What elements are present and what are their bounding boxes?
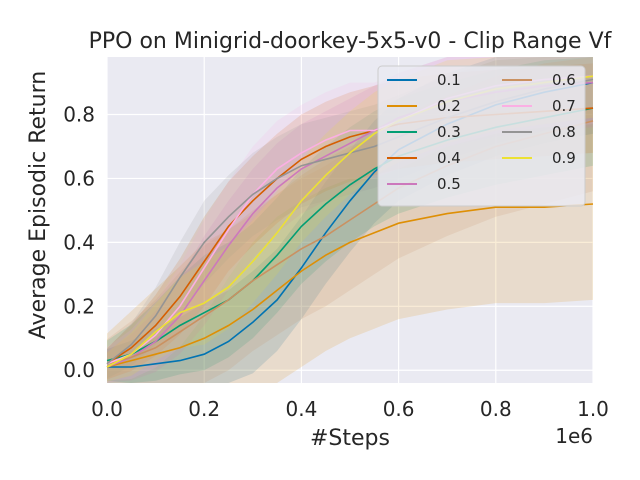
y-axis-label: Average Episodic Return xyxy=(26,71,51,339)
legend-label-0.9: 0.9 xyxy=(552,149,576,167)
legend-label-0.1: 0.1 xyxy=(437,71,461,89)
legend-label-0.8: 0.8 xyxy=(552,123,576,141)
legend-label-0.7: 0.7 xyxy=(552,97,576,115)
legend-label-0.3: 0.3 xyxy=(437,123,461,141)
x-axis-label: #Steps xyxy=(310,426,390,451)
legend-label-0.5: 0.5 xyxy=(437,175,461,193)
chart-title: PPO on Minigrid-doorkey-5x5-v0 - Clip Ra… xyxy=(89,29,613,54)
x-tick-label: 1.0 xyxy=(577,397,609,421)
x-tick-label: 0.4 xyxy=(285,397,317,421)
y-tick-label: 0.2 xyxy=(63,294,95,318)
legend-label-0.6: 0.6 xyxy=(552,71,576,89)
x-axis-multiplier: 1e6 xyxy=(555,424,593,448)
legend: 0.1 0.2 0.3 0.4 0.5 0.6 0.7 0.8 0.9 xyxy=(377,65,586,207)
x-tick-label: 0.6 xyxy=(383,397,415,421)
legend-label-0.2: 0.2 xyxy=(437,97,461,115)
series-line-0.2 xyxy=(106,203,594,368)
y-tick-label: 0.6 xyxy=(63,166,95,190)
y-tick-labels: 0.0 0.2 0.4 0.6 0.8 xyxy=(63,103,95,383)
x-tick-label: 0.8 xyxy=(480,397,512,421)
y-tick-label: 0.4 xyxy=(63,230,95,254)
y-tick-label: 0.0 xyxy=(63,358,95,382)
y-tick-label: 0.8 xyxy=(63,103,95,127)
legend-label-0.4: 0.4 xyxy=(437,149,461,167)
x-tick-label: 0.0 xyxy=(91,397,123,421)
x-tick-labels: 0.0 0.2 0.4 0.6 0.8 1.0 xyxy=(91,397,609,421)
x-tick-label: 0.2 xyxy=(188,397,220,421)
legend-frame xyxy=(377,65,586,207)
